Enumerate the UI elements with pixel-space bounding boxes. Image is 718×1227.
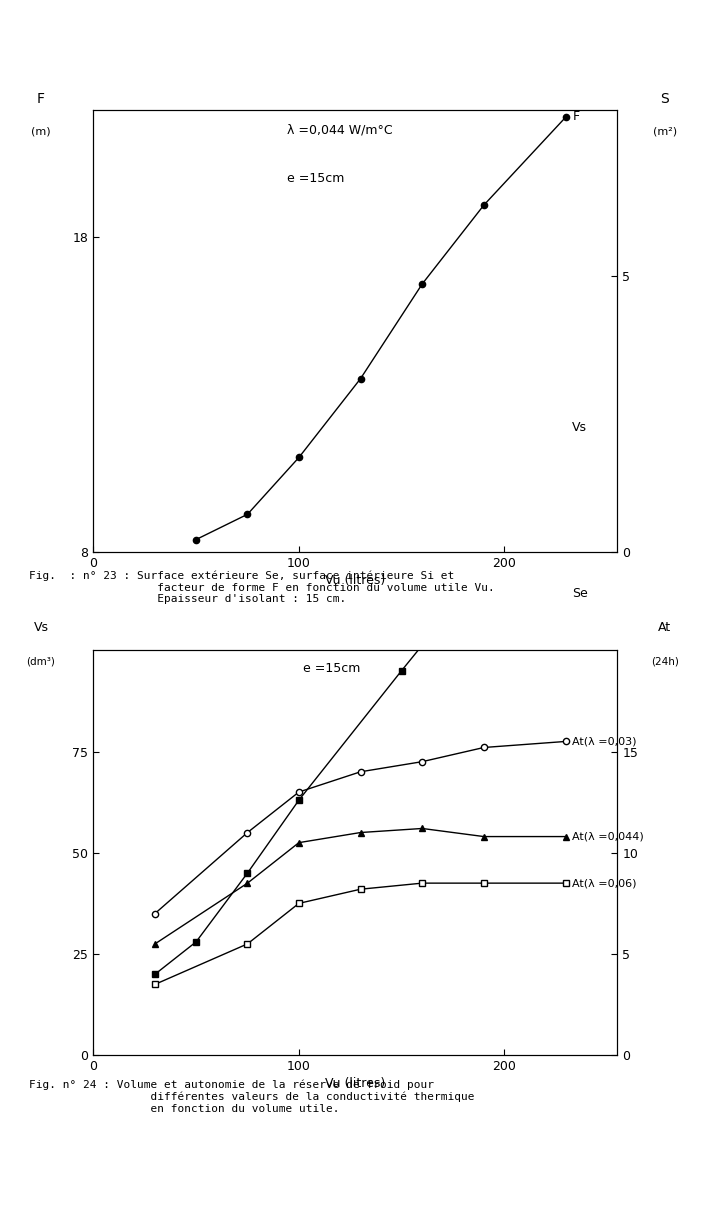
Text: At: At (658, 621, 671, 634)
Text: λ =0,044 W/m°C: λ =0,044 W/m°C (287, 124, 393, 136)
Text: F: F (37, 92, 45, 106)
Text: At(λ =0,06): At(λ =0,06) (572, 879, 637, 888)
Text: Vs: Vs (34, 621, 48, 634)
Text: e =15cm: e =15cm (287, 172, 345, 185)
Text: Fig.  : n° 23 : Surface extérieure Se, surface intérieure Si et
                : Fig. : n° 23 : Surface extérieure Se, su… (29, 571, 495, 604)
Text: Fig. n° 24 : Volume et autonomie de la réserve de froid pour
                  d: Fig. n° 24 : Volume et autonomie de la r… (29, 1080, 474, 1114)
Text: Se: Se (572, 587, 588, 600)
Text: Si: Si (572, 681, 584, 694)
Text: At(λ =0,044): At(λ =0,044) (572, 832, 644, 842)
Text: (24h): (24h) (651, 656, 679, 666)
Text: At(λ =0,03): At(λ =0,03) (572, 736, 637, 746)
Text: (m²): (m²) (653, 126, 677, 137)
X-axis label: Vu (litres): Vu (litres) (325, 574, 386, 588)
Text: e =15cm: e =15cm (303, 663, 360, 675)
Text: (m): (m) (31, 126, 51, 137)
Text: F: F (572, 110, 579, 123)
Text: (dm³): (dm³) (27, 656, 55, 666)
Text: Vs: Vs (572, 421, 587, 434)
X-axis label: Vu (litres): Vu (litres) (325, 1077, 386, 1091)
Text: S: S (661, 92, 669, 106)
